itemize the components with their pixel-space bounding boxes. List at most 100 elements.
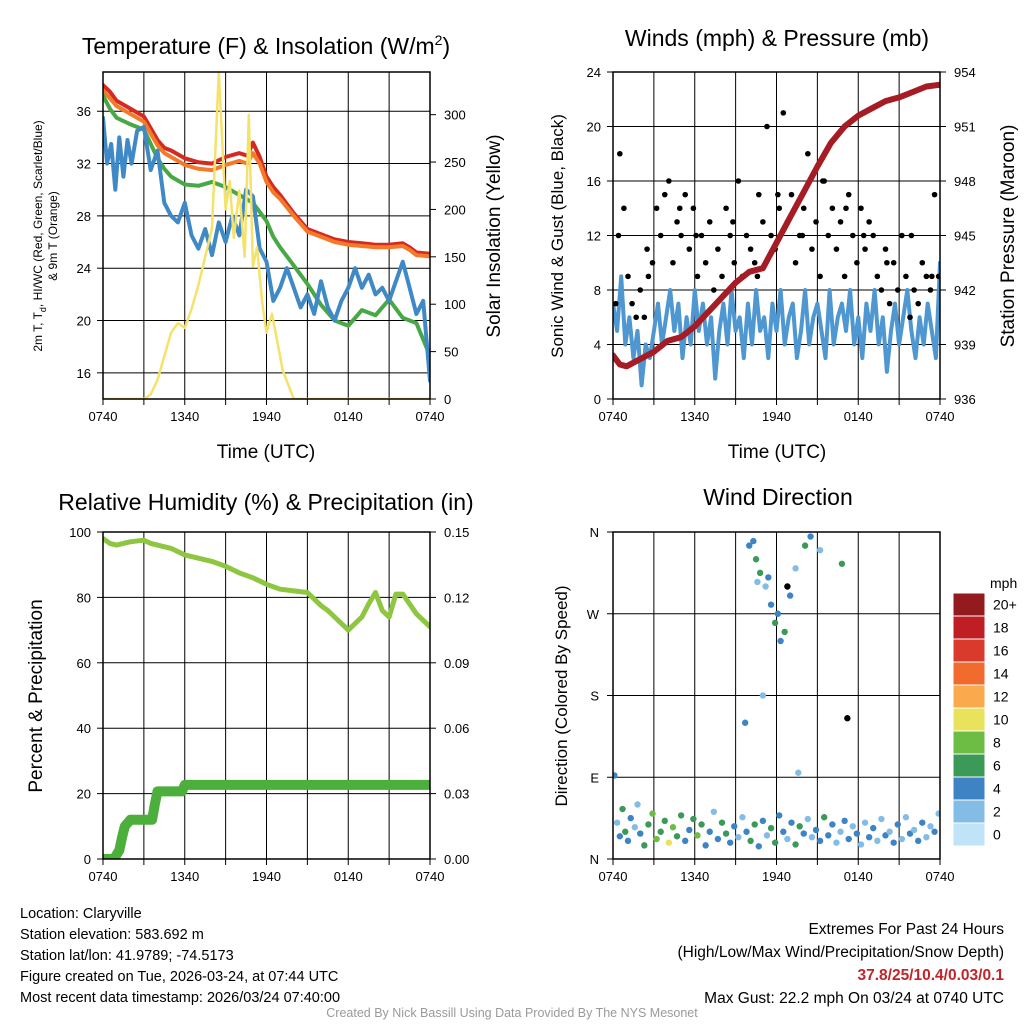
credit-text: Created By Nick Bassill Using Data Provi… (326, 1006, 698, 1020)
direction-wind-point (874, 837, 881, 845)
winds-gust-point (886, 300, 893, 307)
winds-gust-point (747, 246, 754, 252)
speed-legend-label: 4 (993, 781, 1001, 797)
temperature-title: Temperature (F) & Insolation (W/m2) (82, 32, 450, 59)
direction-wind-point (669, 824, 677, 831)
temperature-xtick-label: 0740 (89, 409, 118, 424)
temperature-y2tick-label: 100 (444, 297, 466, 312)
winds-gust-point (908, 232, 915, 239)
direction-wind-point (841, 817, 848, 825)
winds-gust-point (719, 273, 725, 280)
winds-xtick-label: 0740 (599, 409, 628, 424)
winds-gust-point (915, 300, 921, 307)
speed-legend-swatch (952, 822, 986, 847)
humidity-ytick-label: 0 (84, 852, 91, 867)
winds-gust-point (799, 232, 806, 239)
temperature-solar-line (103, 72, 430, 399)
winds-gust-point (727, 232, 733, 239)
direction-wind-point (682, 837, 689, 845)
direction-wind-point (649, 810, 656, 817)
winds-gust-point (641, 314, 648, 321)
winds-gust-point (841, 273, 848, 280)
direction-wind-point (661, 817, 668, 825)
direction-wind-point (653, 835, 660, 843)
direction-wind-point (702, 842, 709, 849)
direction-wind-point (743, 828, 750, 835)
direction-wind-point (849, 823, 856, 830)
direction-wind-point (923, 834, 930, 841)
direction-wind-point (690, 815, 697, 823)
speed-legend-label: 14 (993, 666, 1009, 682)
direction-wind-point (710, 808, 718, 815)
winds-gust-point (817, 273, 823, 280)
winds-gust-point (625, 273, 631, 280)
direction-wind-point (786, 592, 794, 599)
direction-wind-point (759, 692, 767, 699)
direction-wind-point (919, 819, 926, 826)
humidity-ytick-label: 20 (77, 787, 91, 802)
direction-wind-point (808, 834, 816, 841)
winds-gust-point (805, 150, 811, 157)
direction-wind-point (927, 823, 934, 830)
direction-ytick-label: N (590, 525, 599, 540)
speed-legend-swatch (952, 638, 986, 663)
latlon-text: Station lat/lon: 41.9789; -74.5173 (20, 948, 234, 964)
direction-wind-point (686, 826, 693, 834)
winds-gust-point (661, 191, 668, 198)
winds-gust-point (754, 273, 761, 280)
winds-gust-point (919, 259, 926, 266)
direction-wind-point (624, 837, 632, 845)
winds-gust-point (768, 232, 774, 239)
winds-gust-point (693, 232, 699, 239)
direction-wind-point (722, 830, 730, 837)
direction-wind-point (886, 828, 893, 835)
station-info: Location: Claryville Station elevation: … (20, 904, 340, 1009)
temperature-ylabel-right: Solar Insolation (Yellow) (484, 134, 505, 337)
winds-gust-point (731, 259, 738, 266)
direction-series-group (613, 533, 940, 850)
direction-ytick-label: E (590, 770, 599, 785)
winds-gust-point (903, 273, 909, 280)
winds-gust-point (878, 287, 885, 293)
temperature-y2tick-label: 150 (444, 250, 466, 265)
temperature-xtick-label: 0140 (334, 409, 363, 424)
speed-legend-label: 20+ (993, 597, 1017, 613)
direction-xtick-label: 0140 (844, 869, 873, 884)
temperature-ytick-label: 32 (77, 157, 91, 172)
winds-y2tick-label: 939 (954, 338, 976, 353)
direction-wind-point (844, 715, 851, 722)
temperature-panel: 0740 1340 1940 0140 0740 16 20 24 28 32 36 0 50 100 15… (77, 71, 466, 424)
direction-wind-point (755, 843, 762, 850)
direction-wind-point (763, 832, 771, 839)
direction-wind-point (816, 837, 824, 845)
winds-gust-point (860, 232, 867, 239)
winds-ylabel-right: Station Pressure (Maroon) (998, 125, 1019, 348)
direction-wind-point (792, 841, 799, 848)
humidity-xtick-label: 0740 (89, 869, 118, 884)
winds-gust-point (825, 232, 832, 239)
temperature-y2tick-label: 0 (444, 392, 451, 407)
winds-pressure-line (613, 81, 940, 370)
direction-wind-point (800, 830, 807, 837)
direction-xtick-label: 1340 (680, 869, 709, 884)
temperature-y2tick-label: 250 (444, 155, 466, 170)
winds-xtick-label: 1340 (680, 409, 709, 424)
direction-wind-point (857, 841, 865, 848)
speed-legend: mph 20+ 18 16 14 12 10 8 6 4 2 0 (952, 575, 1017, 847)
winds-gust-point (682, 191, 689, 198)
direction-wind-point (796, 823, 803, 830)
winds-xtick-label: 0140 (844, 409, 873, 424)
direction-wind-point (781, 628, 788, 636)
direction-wind-point (882, 832, 889, 839)
winds-gust-point (929, 273, 935, 280)
winds-gust-point (735, 178, 742, 184)
winds-gust-point (706, 219, 713, 225)
winds-gust-point (644, 246, 650, 252)
speed-legend-swatch (952, 730, 986, 755)
speed-legend-label: 12 (993, 689, 1009, 705)
direction-wind-point (776, 812, 783, 819)
winds-gust-point (800, 205, 807, 212)
direction-wind-point (714, 835, 722, 843)
temperature-xtick-label: 1340 (170, 409, 199, 424)
